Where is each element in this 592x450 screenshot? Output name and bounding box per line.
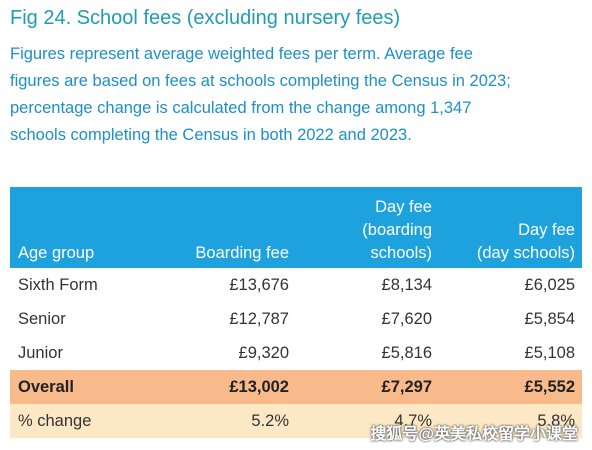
table-cell: £13,676 xyxy=(229,275,289,294)
header-cell: Day fee (boarding schools) xyxy=(289,196,432,265)
table-row: Overall £13,002 £7,297 £5,552 xyxy=(10,370,582,404)
table-row: Senior £12,787 £7,620 £5,854 xyxy=(10,302,582,336)
subtitle-line: Figures represent average weighted fees … xyxy=(10,45,473,63)
table-cell: Junior xyxy=(18,343,63,362)
header-text: schools) xyxy=(370,244,432,262)
table-cell: £5,816 xyxy=(381,343,432,362)
figure-title: Fig 24. School fees (excluding nursery f… xyxy=(10,7,401,29)
table-cell: £7,297 xyxy=(381,377,432,396)
table-cell: £5,854 xyxy=(524,309,575,328)
table-cell: Senior xyxy=(18,309,66,328)
table-cell: Sixth Form xyxy=(18,275,98,294)
table-cell: 5.8% xyxy=(537,411,575,430)
table-cell: £5,552 xyxy=(524,377,575,396)
header-cell: Boarding fee xyxy=(160,242,289,265)
table-cell: £13,002 xyxy=(229,377,289,396)
table-cell: 5.2% xyxy=(251,411,289,430)
header-text: Day fee xyxy=(375,198,432,216)
header-text: Boarding fee xyxy=(195,244,289,262)
table-row: % change 5.2% 4.7% 5.8% xyxy=(10,404,582,438)
header-cell: Age group xyxy=(10,242,160,265)
subtitle-line: percentage change is calculated from the… xyxy=(10,99,472,117)
table-cell: £12,787 xyxy=(229,309,289,328)
table-cell: % change xyxy=(18,411,92,430)
subtitle: Figures represent average weighted fees … xyxy=(10,41,511,149)
table-cell: £8,134 xyxy=(381,275,432,294)
subtitle-line: figures are based on fees at schools com… xyxy=(10,72,511,90)
table-cell: Overall xyxy=(18,377,74,396)
table-cell: £7,620 xyxy=(381,309,432,328)
table-cell: 4.7% xyxy=(394,411,432,430)
header-text: Age group xyxy=(18,244,95,262)
header-text: Day fee xyxy=(518,221,575,239)
table-row: Junior £9,320 £5,816 £5,108 xyxy=(10,336,582,370)
watermark: 搜狐号@英美私校留学小课堂 xyxy=(370,426,578,443)
header-text: (boarding xyxy=(362,221,432,239)
header-row: Age group Boarding fee Day fee (boarding sch… xyxy=(10,187,582,268)
table-cell: £5,108 xyxy=(524,343,575,362)
header-cell: Day fee (day schools) xyxy=(432,219,575,265)
subtitle-line: schools completing the Census in both 20… xyxy=(10,126,412,144)
table-row: Sixth Form £13,676 £8,134 £6,025 xyxy=(10,268,582,302)
table-cell: £6,025 xyxy=(524,275,575,294)
table-cell: £9,320 xyxy=(238,343,289,362)
header-text: (day schools) xyxy=(476,244,575,262)
fees-table: Age group Boarding fee Day fee (boarding sch… xyxy=(10,187,582,438)
